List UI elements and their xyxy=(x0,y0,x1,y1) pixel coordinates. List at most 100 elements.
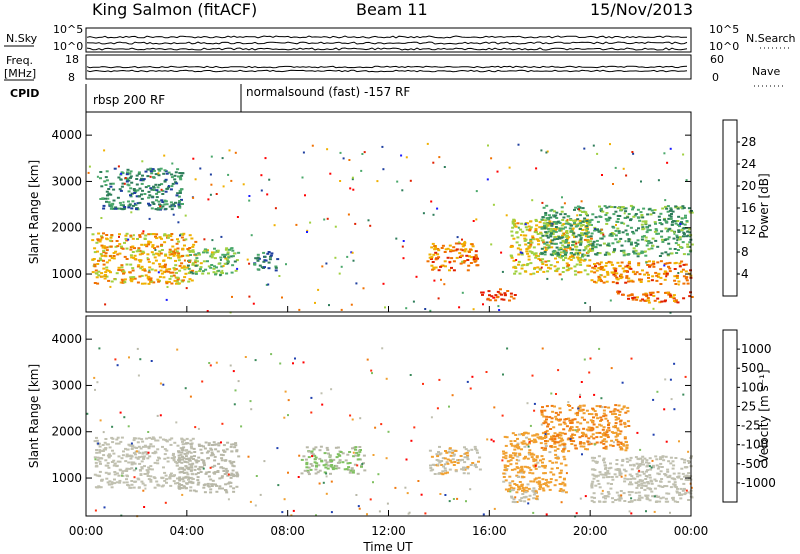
heatmap-cell xyxy=(253,263,257,265)
heatmap-cell xyxy=(454,242,458,245)
heatmap-cell xyxy=(176,192,180,195)
heatmap-cell xyxy=(283,416,286,419)
heatmap-cell xyxy=(524,243,528,246)
heatmap-cell xyxy=(588,219,592,222)
heatmap-cell xyxy=(542,489,546,492)
heatmap-cell xyxy=(176,348,179,351)
heatmap-cell xyxy=(523,445,527,448)
heatmap-cell xyxy=(564,249,568,252)
heatmap-cell xyxy=(95,451,99,454)
heatmap-cell xyxy=(624,411,628,414)
heatmap-cell xyxy=(629,481,632,484)
heatmap-cell xyxy=(151,262,155,265)
heatmap-cell xyxy=(630,512,633,515)
heatmap-cell xyxy=(154,249,157,251)
heatmap-cell xyxy=(170,185,174,188)
heatmap-cell xyxy=(532,238,536,241)
heatmap-cell xyxy=(225,471,229,474)
heatmap-cell xyxy=(98,449,102,452)
heatmap-cell xyxy=(306,231,308,233)
heatmap-cell xyxy=(156,252,160,255)
heatmap-cell xyxy=(232,487,236,490)
heatmap-cell xyxy=(332,458,336,461)
heatmap-cell xyxy=(350,303,353,306)
heatmap-cell xyxy=(658,219,662,221)
heatmap-cell xyxy=(572,440,576,443)
heatmap-cell xyxy=(579,258,583,261)
heatmap-cell xyxy=(541,461,544,464)
heatmap-cell xyxy=(266,252,270,255)
heatmap-cell xyxy=(501,414,504,417)
heatmap-cell xyxy=(641,269,644,272)
heatmap-cell xyxy=(688,245,691,248)
heatmap-cell xyxy=(593,229,597,232)
heatmap-cell xyxy=(441,470,445,473)
heatmap-cell xyxy=(582,249,586,252)
heatmap-cell xyxy=(118,233,121,236)
heatmap-cell xyxy=(559,423,563,426)
heatmap-cell xyxy=(313,454,317,457)
heatmap-cell xyxy=(198,268,202,271)
heatmap-cell xyxy=(598,500,601,503)
heatmap-cell xyxy=(120,266,124,269)
heatmap-cell xyxy=(242,183,245,186)
heatmap-cell xyxy=(526,457,530,460)
heatmap-cell xyxy=(189,443,193,446)
heatmap-cell xyxy=(558,476,562,479)
heatmap-cell xyxy=(673,275,677,278)
heatmap-cell xyxy=(562,250,566,253)
heatmap-cell xyxy=(684,277,688,280)
heatmap-cell xyxy=(669,311,672,314)
heatmap-cell xyxy=(140,182,144,185)
heatmap-cell xyxy=(546,150,549,153)
heatmap-cell xyxy=(669,294,673,297)
heatmap-cell xyxy=(215,266,218,269)
heatmap-cell xyxy=(682,263,686,266)
heatmap-cell xyxy=(244,356,247,358)
heatmap-cell xyxy=(448,405,450,408)
heatmap-cell xyxy=(224,489,228,492)
heatmap-cell xyxy=(146,471,150,474)
heatmap-cell xyxy=(612,251,616,254)
heatmap-cell xyxy=(147,196,151,199)
heatmap-cell xyxy=(577,259,581,262)
heatmap-cell xyxy=(543,420,547,423)
heatmap-cell xyxy=(529,453,533,456)
heatmap-cell xyxy=(150,360,153,362)
heatmap-cell xyxy=(165,172,169,175)
heatmap-cell xyxy=(688,241,692,244)
heatmap-cell xyxy=(307,450,311,453)
heatmap-cell xyxy=(512,498,516,501)
heatmap-cell xyxy=(605,431,609,434)
heatmap-cell xyxy=(451,458,455,461)
heatmap-cell xyxy=(309,468,313,471)
heatmap-cell xyxy=(502,476,506,478)
heatmap-cell xyxy=(355,282,358,285)
heatmap-cell xyxy=(149,443,153,446)
heatmap-cell xyxy=(578,251,582,254)
heatmap-cell xyxy=(607,260,611,263)
heatmap-cell xyxy=(205,471,209,474)
heatmap-cell xyxy=(167,171,171,174)
heatmap-cell xyxy=(623,222,626,225)
heatmap-cell xyxy=(287,399,290,402)
heatmap-cell xyxy=(565,239,568,242)
heatmap-cell xyxy=(570,426,574,429)
heatmap-cell xyxy=(487,290,491,293)
heatmap-cell xyxy=(132,276,136,279)
heatmap-cell xyxy=(191,269,195,272)
heatmap-cell xyxy=(586,254,590,257)
heatmap-cell xyxy=(650,480,654,483)
heatmap-cell xyxy=(468,251,471,253)
heatmap-cell xyxy=(664,473,668,476)
heatmap-cell xyxy=(325,472,328,475)
heatmap-cell xyxy=(563,245,567,248)
heatmap-cell xyxy=(591,249,595,252)
heatmap-cell xyxy=(473,260,477,263)
heatmap-cell xyxy=(471,375,474,378)
heatmap-cell xyxy=(96,250,99,253)
heatmap-cell xyxy=(529,240,533,243)
heatmap-cell xyxy=(596,417,600,420)
heatmap-cell xyxy=(127,443,131,446)
heatmap-cell xyxy=(503,464,507,467)
